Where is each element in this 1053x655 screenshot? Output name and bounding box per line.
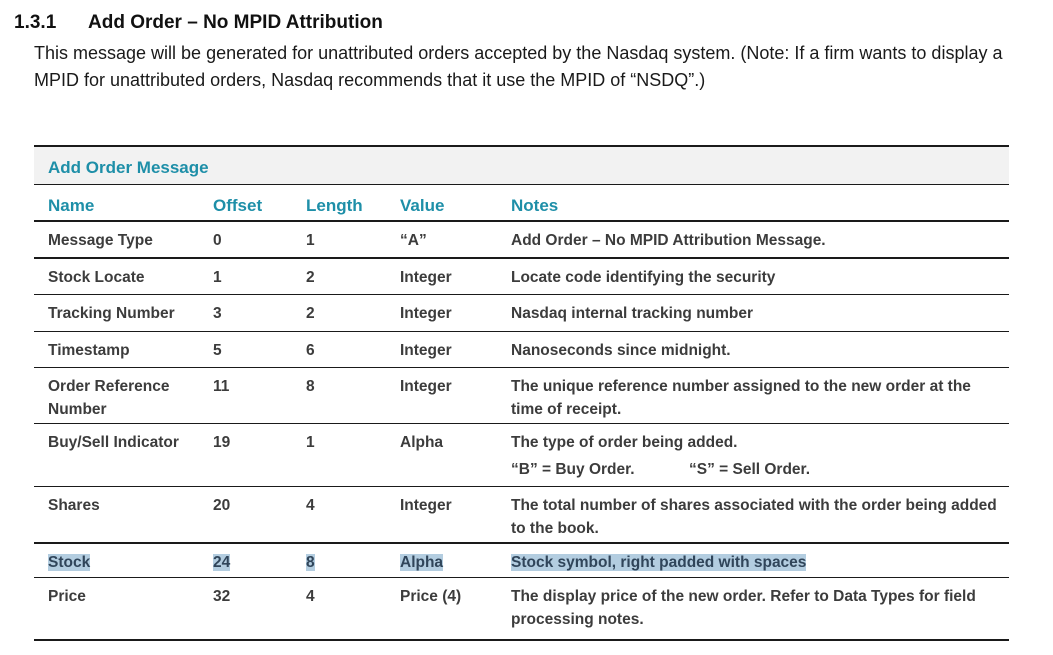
field-length: 1 [306, 232, 315, 249]
field-name: Order Reference Number [48, 378, 170, 418]
field-value: Integer [400, 305, 452, 322]
field-name: Shares [48, 497, 100, 514]
table-header-row: Name Offset Length Value Notes [34, 185, 1009, 222]
field-notes-cell: Stock symbol, right padded with spaces [511, 544, 1009, 577]
field-offset: 32 [213, 588, 231, 605]
table-caption: Add Order Message [34, 147, 1009, 185]
field-notes: Nanoseconds since midnight. [511, 342, 731, 359]
table-row: Order Reference Number 11 8 Integer The … [34, 368, 1009, 424]
field-offset: 11 [213, 378, 230, 395]
field-value[interactable]: Alpha [400, 554, 444, 571]
table-row-selected[interactable]: Stock 24 8 Alpha Stock symbol, right pad… [34, 544, 1009, 578]
table-row: Shares 20 4 Integer The total number of … [34, 487, 1009, 544]
field-name: Price [48, 588, 86, 605]
field-value: Integer [400, 269, 452, 286]
intro-paragraph: This message will be generated for unatt… [34, 43, 1003, 90]
field-offset: 3 [213, 305, 222, 322]
field-name: Tracking Number [48, 305, 175, 322]
field-length[interactable]: 8 [306, 554, 315, 571]
buy-code-note: “B” = Buy Order. [511, 461, 635, 478]
field-notes: The unique reference number assigned to … [511, 378, 971, 418]
section-number: 1.3.1 [14, 12, 57, 33]
field-length: 4 [306, 497, 315, 514]
add-order-message-table: Add Order Message Name Offset Length Val… [34, 145, 1009, 641]
field-name[interactable]: Stock [48, 554, 91, 571]
field-offset-cell: 24 [213, 544, 306, 577]
field-value-cell: Alpha [400, 544, 511, 577]
field-name-cell: Stock [34, 544, 213, 577]
field-name: Message Type [48, 232, 153, 249]
field-value: Integer [400, 497, 452, 514]
section-title: Add Order – No MPID Attribution [88, 12, 383, 33]
table-row: Message Type 0 1 “A” Add Order – No MPID… [34, 222, 1009, 259]
field-notes: The total number of shares associated wi… [511, 497, 997, 537]
field-notes: Nasdaq internal tracking number [511, 305, 754, 322]
field-notes: The display price of the new order. Refe… [511, 588, 976, 628]
field-notes[interactable]: Stock symbol, right padded with spaces [511, 554, 807, 571]
field-value: “A” [400, 232, 427, 249]
field-value: Integer [400, 342, 452, 359]
column-header-notes: Notes [511, 196, 559, 215]
column-header-value: Value [400, 196, 445, 215]
table-row: Tracking Number 3 2 Integer Nasdaq inter… [34, 295, 1009, 332]
table-row: Buy/Sell Indicator 19 1 Alpha The type o… [34, 424, 1009, 487]
field-name: Buy/Sell Indicator [48, 434, 179, 451]
table-row: Price 32 4 Price (4) The display price o… [34, 578, 1009, 641]
field-notes: Add Order – No MPID Attribution Message. [511, 232, 826, 249]
field-length: 2 [306, 269, 315, 286]
section-heading: 1.3.1 Add Order – No MPID Attribution [14, 12, 383, 34]
field-value: Alpha [400, 434, 444, 451]
buy-sell-codes: “B” = Buy Order. “S” = Sell Order. [511, 458, 999, 481]
field-offset: 19 [213, 434, 231, 451]
field-name: Timestamp [48, 342, 130, 359]
table-row: Stock Locate 1 2 Integer Locate code ide… [34, 259, 1009, 295]
sell-code-note: “S” = Sell Order. [689, 461, 811, 478]
field-length-cell: 8 [306, 544, 400, 577]
field-notes: Locate code identifying the security [511, 269, 776, 286]
field-name: Stock Locate [48, 269, 145, 286]
field-offset: 20 [213, 497, 231, 514]
field-offset[interactable]: 24 [213, 554, 231, 571]
field-notes: The type of order being added. [511, 434, 738, 451]
field-length: 8 [306, 378, 315, 395]
column-header-length: Length [306, 196, 363, 215]
field-offset: 1 [213, 269, 222, 286]
field-offset: 5 [213, 342, 222, 359]
column-header-name: Name [48, 196, 95, 215]
field-value: Integer [400, 378, 452, 395]
field-offset: 0 [213, 232, 222, 249]
field-value: Price (4) [400, 588, 462, 605]
column-header-offset: Offset [213, 196, 263, 215]
field-length: 6 [306, 342, 315, 359]
field-notes-cell: The type of order being added. “B” = Buy… [511, 424, 1009, 486]
field-length: 4 [306, 588, 315, 605]
table-row: Timestamp 5 6 Integer Nanoseconds since … [34, 332, 1009, 368]
field-length: 1 [306, 434, 315, 451]
field-length: 2 [306, 305, 315, 322]
